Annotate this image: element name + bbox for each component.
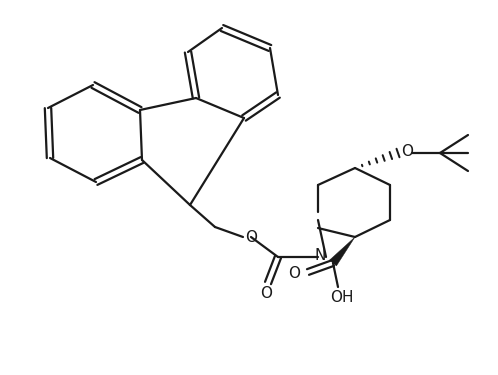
Text: O: O xyxy=(288,267,300,282)
Text: O: O xyxy=(260,285,272,300)
Text: OH: OH xyxy=(330,290,354,304)
Text: N: N xyxy=(314,248,326,262)
Text: O: O xyxy=(245,230,257,244)
Text: O: O xyxy=(401,144,413,159)
Polygon shape xyxy=(330,237,355,266)
